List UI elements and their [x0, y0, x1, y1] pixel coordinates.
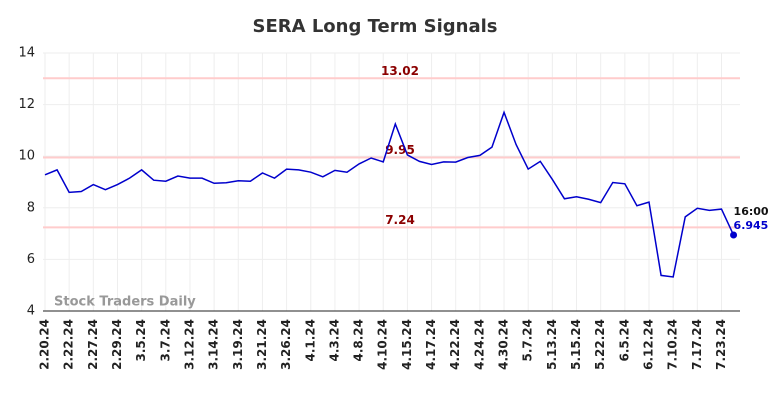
x-tick-label: 2.27.24 — [86, 319, 100, 370]
x-tick-label: 5.22.24 — [593, 319, 607, 370]
signal-label: 7.24 — [385, 213, 415, 227]
x-tick-label: 3.19.24 — [231, 319, 245, 370]
x-tick-label: 2.20.24 — [38, 319, 52, 370]
x-tick-label: 4.22.24 — [448, 319, 462, 370]
x-tick-label: 4.15.24 — [400, 319, 414, 370]
x-tick-label: 7.23.24 — [714, 319, 728, 370]
signal-label: 13.02 — [381, 64, 419, 78]
x-tick-label: 4.8.24 — [352, 319, 366, 362]
x-tick-label: 2.22.24 — [62, 319, 76, 370]
y-tick-label: 12 — [18, 97, 35, 112]
x-tick-label: 3.26.24 — [279, 319, 293, 370]
x-tick-label: 3.12.24 — [182, 319, 196, 370]
price-line — [44, 110, 735, 278]
x-tick-label: 5.13.24 — [545, 319, 559, 370]
x-tick-label: 4.1.24 — [303, 319, 317, 362]
x-tick-label: 5.15.24 — [569, 319, 583, 370]
watermark: Stock Traders Daily — [54, 295, 196, 310]
y-tick-label: 6 — [27, 252, 35, 267]
y-tick-label: 4 — [27, 304, 35, 319]
x-tick-label: 3.14.24 — [207, 319, 221, 370]
x-tick-label: 4.10.24 — [376, 319, 390, 370]
last-time: 16:00 — [734, 205, 769, 218]
y-tick-label: 8 — [27, 200, 35, 215]
y-tick-label: 10 — [18, 149, 35, 164]
x-tick-label: 4.30.24 — [497, 319, 511, 370]
x-tick-label: 6.12.24 — [642, 319, 656, 370]
x-tick-label: 7.17.24 — [690, 319, 704, 370]
signal-label: 9.95 — [385, 143, 415, 157]
last-point — [730, 231, 738, 239]
x-tick-label: 3.5.24 — [134, 319, 148, 362]
x-tick-label: 4.24.24 — [472, 319, 486, 370]
last-value: 6.945 — [734, 219, 769, 232]
y-tick-label: 14 — [18, 46, 35, 61]
x-tick-label: 3.21.24 — [255, 319, 269, 370]
x-tick-label: 7.10.24 — [666, 319, 680, 370]
x-tick-label: 3.7.24 — [158, 319, 172, 362]
x-tick-label: 4.17.24 — [424, 319, 438, 370]
chart-title: SERA Long Term Signals — [253, 16, 498, 37]
x-tick-label: 2.29.24 — [110, 319, 124, 370]
x-tick-label: 4.3.24 — [327, 319, 341, 362]
x-tick-label: 6.5.24 — [617, 319, 631, 362]
x-tick-label: 5.7.24 — [521, 319, 535, 362]
